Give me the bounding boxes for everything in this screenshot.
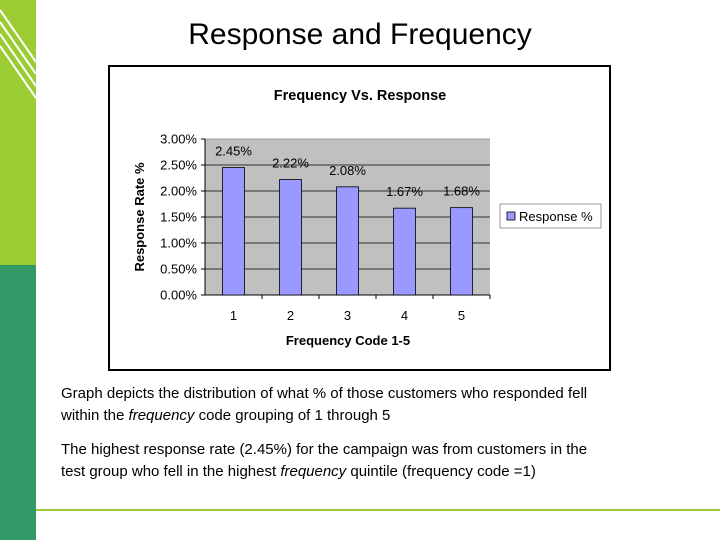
lime-stripe-block [0,0,36,265]
description-1-text-b: code grouping of 1 through 5 [194,407,391,424]
y-tick-label: 3.00% [160,132,197,147]
description-1-text-a: within the [61,407,129,424]
description-1-line-2: within the frequency code grouping of 1 … [61,405,661,427]
y-tick-label: 1.00% [160,236,197,251]
slide-title: Response and Frequency [188,18,532,51]
y-tick-labels: 0.00% 0.50% 1.00% 1.50% 2.00% 2.50% 3.00% [160,132,205,303]
x-tick-label: 5 [458,308,465,323]
green-block [0,265,36,540]
description-1-line-1: Graph depicts the distribution of what %… [61,385,588,402]
bar [450,207,473,296]
data-labels: 2.45% 2.22% 2.08% 1.67% 1.68% [215,144,480,200]
bar [393,207,416,296]
legend-label: Response % [519,209,593,224]
data-label: 1.68% [443,184,480,199]
bottom-divider [36,509,720,511]
x-tick-label: 3 [344,308,351,323]
description-2-text-b: quintile (frequency code =1) [346,463,536,480]
y-tick-label: 0.00% [160,288,197,303]
x-tick-label: 4 [401,308,408,323]
description-2-line-1: The highest response rate (2.45%) for th… [61,441,588,458]
chart-frame: Frequency Vs. Response 0.00% 0.50% 1.00% 1.… [108,65,611,371]
description-2-text-a: test group who fell in the highest [61,463,281,480]
description-2-line-2: test group who fell in the highest frequ… [61,461,661,483]
bar [222,167,245,296]
description-2-emphasis: frequency [280,463,347,480]
x-tick-label: 1 [230,308,237,323]
legend: Response % [499,203,602,229]
bars [222,167,473,296]
bar [336,186,359,296]
chart-title: Frequency Vs. Response [274,88,446,104]
y-tick-label: 2.50% [160,158,197,173]
x-tick-label: 2 [287,308,294,323]
legend-swatch [506,211,516,221]
y-axis-label: Response Rate % [132,162,147,272]
data-label: 2.08% [329,163,366,178]
description-paragraph-2: The highest response rate (2.45%) for th… [61,439,661,483]
data-label: 1.67% [386,184,423,199]
y-tick-label: 0.50% [160,262,197,277]
legend-box [499,203,602,229]
data-label: 2.22% [272,156,309,171]
description-1-emphasis: frequency [128,407,195,424]
description-paragraph-1: Graph depicts the distribution of what %… [61,383,661,427]
y-tick-label: 2.00% [160,184,197,199]
bar [279,179,302,296]
left-accent-bar [0,0,36,540]
x-axis-label: Frequency Code 1-5 [286,333,410,348]
data-label: 2.45% [215,144,252,159]
x-tick-labels: 1 2 3 4 5 [230,295,491,323]
y-tick-label: 1.50% [160,210,197,225]
bar-chart: Frequency Vs. Response 0.00% 0.50% 1.00% 1.… [132,88,602,348]
